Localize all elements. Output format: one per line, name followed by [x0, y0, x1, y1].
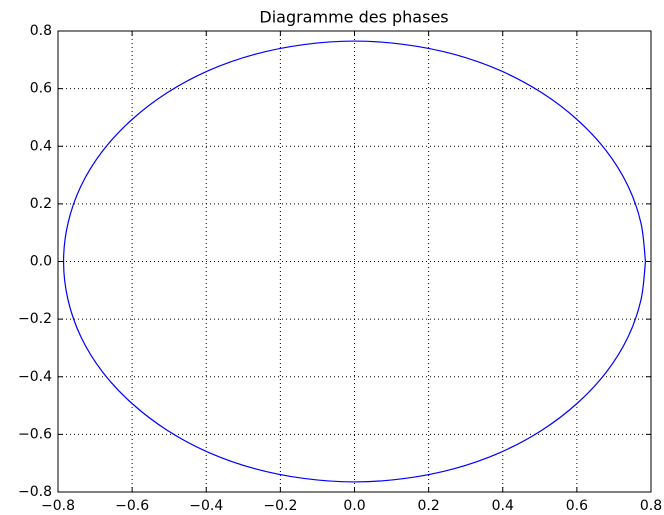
x-tick-label: 0.6 — [566, 498, 588, 514]
y-tick-label: −0.4 — [18, 369, 52, 385]
y-tick-label: 0.2 — [30, 196, 52, 212]
x-tick-label: −0.8 — [41, 498, 75, 514]
y-tick-label: 0.0 — [30, 254, 52, 270]
y-tick-label: 0.4 — [30, 138, 52, 154]
y-tick-label: −0.6 — [18, 426, 52, 442]
x-tick-label: −0.2 — [263, 498, 297, 514]
y-tick-label: 0.6 — [30, 81, 52, 97]
x-tick-label: 0.4 — [492, 498, 514, 514]
x-tick-label: 0.2 — [417, 498, 439, 514]
y-tick-label: −0.8 — [18, 484, 52, 500]
x-tick-label: −0.6 — [115, 498, 149, 514]
x-tick-label: 0.0 — [343, 498, 365, 514]
y-tick-label: 0.8 — [30, 23, 52, 39]
axes-frame — [57, 30, 652, 493]
y-tick-label: −0.2 — [18, 311, 52, 327]
chart-title: Diagramme des phases — [259, 8, 448, 27]
x-tick-label: −0.4 — [189, 498, 223, 514]
line — [62, 40, 647, 483]
x-tick-label: 0.8 — [640, 498, 662, 514]
